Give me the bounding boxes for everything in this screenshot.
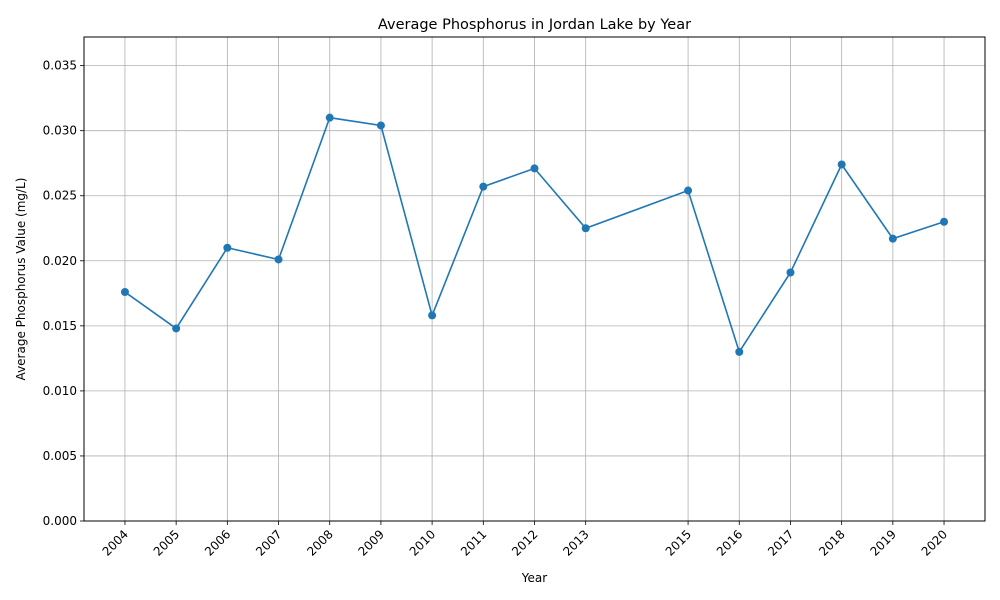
x-axis-label: Year [521, 571, 547, 585]
data-point-2016 [735, 347, 744, 356]
data-point-2011 [479, 182, 488, 191]
y-tick-label: 0.025 [43, 189, 77, 203]
chart-title: Average Phosphorus in Jordan Lake by Yea… [378, 17, 691, 33]
y-tick-label: 0.000 [43, 514, 77, 528]
data-point-2020 [940, 217, 949, 226]
data-point-2008 [325, 113, 334, 122]
y-ticks: 0.000 0.005 0.010 0.015 0.020 0.025 0.030 0.035 [43, 59, 84, 528]
y-tick-label: 0.030 [43, 124, 77, 138]
data-point-2015 [684, 186, 693, 195]
data-point-2013 [581, 224, 590, 233]
data-point-2019 [888, 234, 897, 243]
data-point-2005 [172, 324, 181, 333]
data-point-2006 [223, 243, 232, 252]
grid [84, 37, 985, 522]
y-tick-label: 0.020 [43, 254, 77, 268]
y-tick-label: 0.015 [43, 319, 77, 333]
series-layer [120, 113, 949, 356]
y-axis-label: Average Phosphorus Value (mg/L) [14, 178, 28, 381]
data-point-2007 [274, 255, 283, 264]
data-point-2018 [837, 160, 846, 169]
data-point-2012 [530, 164, 539, 173]
y-tick-label: 0.035 [43, 59, 77, 73]
data-point-2017 [786, 268, 795, 277]
data-point-2004 [120, 288, 129, 297]
y-tick-label: 0.005 [43, 449, 77, 463]
series-line [124, 116, 945, 354]
data-point-2010 [428, 311, 437, 320]
data-point-2009 [376, 121, 385, 130]
y-tick-label: 0.010 [43, 384, 77, 398]
